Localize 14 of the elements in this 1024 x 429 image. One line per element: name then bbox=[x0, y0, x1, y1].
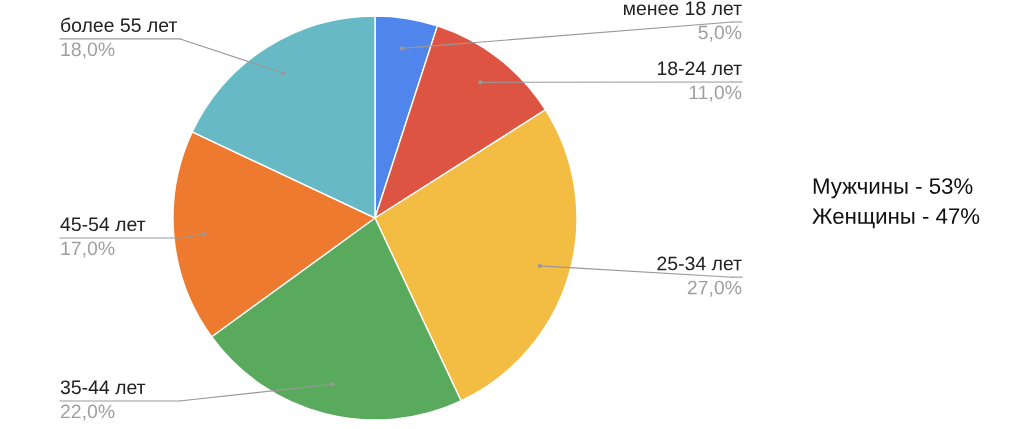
text: Женщины - 47% bbox=[812, 208, 980, 229]
slice-label: более 55 лет bbox=[61, 17, 177, 33]
data-label: 22,0% bbox=[60, 404, 115, 421]
text: Мужчины - 53% bbox=[813, 178, 973, 199]
data-label: 17,0% bbox=[61, 241, 115, 258]
data-label: 18,0% bbox=[61, 42, 115, 59]
data-label: 11,0% bbox=[689, 85, 742, 102]
slice-label: менее 18 лет bbox=[623, 1, 742, 16]
slice-label: 45-54 лет bbox=[60, 217, 146, 232]
slice-label: 35-44 лет bbox=[60, 380, 146, 395]
slice-label: 18-24 лет bbox=[657, 61, 742, 76]
data-label: 5,0% bbox=[698, 25, 742, 42]
data-label: 27,0% bbox=[687, 280, 742, 297]
slice-label: 25-34 лет bbox=[657, 256, 742, 271]
